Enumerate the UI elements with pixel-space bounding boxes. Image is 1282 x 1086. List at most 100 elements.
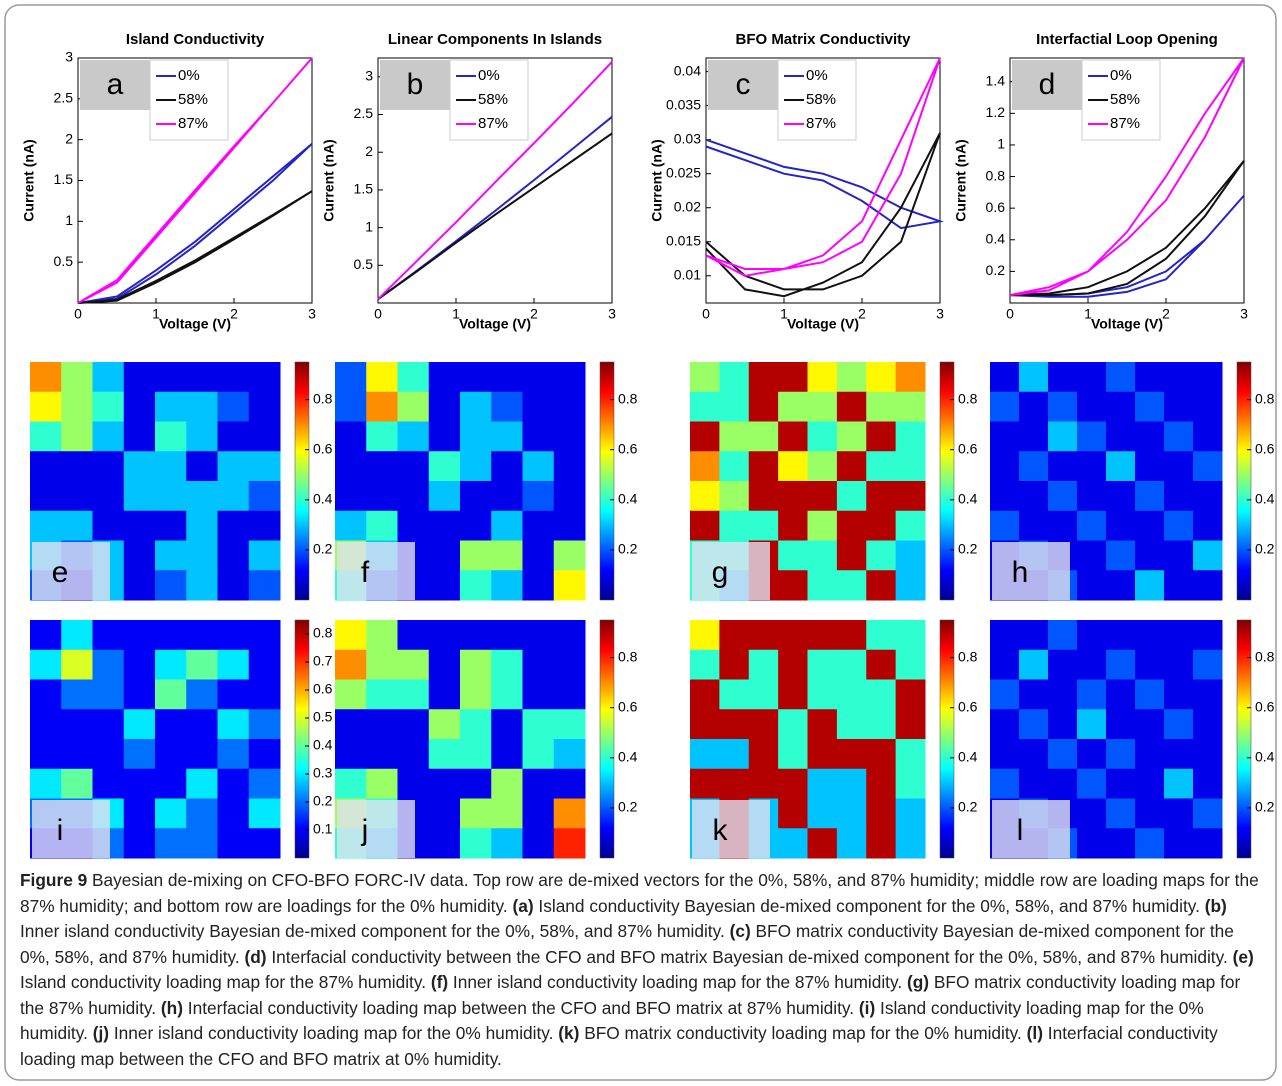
heat-cell (866, 768, 897, 799)
heat-cell (1048, 768, 1078, 799)
chart-title: Interfactial Loop Opening (1036, 31, 1218, 48)
heat-cell (1048, 649, 1078, 680)
heat-cell (1193, 510, 1223, 541)
heat-cell (92, 709, 125, 740)
heat-cell (217, 362, 250, 393)
colorbar-tick-label: 0.1 (313, 821, 333, 837)
heat-cell (522, 679, 555, 710)
heat-cell (836, 540, 867, 571)
heat-cell (748, 679, 779, 710)
y-tick-label: 0.035 (666, 96, 701, 112)
heat-cell (460, 362, 492, 393)
heat-cell (155, 570, 187, 601)
heat-cell (186, 421, 218, 452)
heat-cell (155, 679, 187, 710)
heat-cell (92, 510, 125, 541)
heat-cell (1193, 620, 1223, 651)
heat-cell (1019, 481, 1049, 512)
heat-cell (1077, 679, 1107, 710)
colorbar-tick-label: 0.6 (958, 698, 978, 714)
y-tick-label: 0.4 (986, 230, 1006, 246)
heat-cell (30, 739, 62, 770)
heat-cell (836, 570, 867, 601)
heat-cell (1135, 362, 1165, 393)
heat-cell (1106, 828, 1136, 859)
heat-cell (217, 768, 250, 799)
panel-label: b (407, 68, 424, 101)
heat-cell (460, 540, 492, 571)
heat-cell (397, 768, 430, 799)
heat-cell (335, 421, 367, 452)
heat-cell (366, 649, 398, 680)
heat-cell (491, 451, 523, 482)
heat-cell (778, 768, 809, 799)
heat-cell (807, 620, 838, 651)
heat-cell (1077, 570, 1107, 601)
heat-cell (522, 570, 555, 601)
heat-cell (748, 421, 779, 452)
heat-cell (866, 570, 897, 601)
heat-cell (895, 391, 926, 422)
heat-cell (866, 679, 897, 710)
colorbar (1236, 619, 1252, 859)
heat-cell (1164, 709, 1194, 740)
heat-cell (895, 649, 926, 680)
heat-cell (217, 421, 250, 452)
heat-cell (186, 620, 218, 651)
heat-cell (1048, 510, 1078, 541)
caption-tag: (h) (160, 997, 183, 1018)
heat-cell (1077, 649, 1107, 680)
heat-cell (397, 620, 430, 651)
y-tick-label: 1.4 (986, 72, 1006, 88)
heat-cell (428, 510, 461, 541)
heat-cell (836, 391, 867, 422)
chart-title: Linear Components In Islands (388, 31, 602, 48)
heat-cell (1106, 481, 1136, 512)
heat-cell (1164, 620, 1194, 651)
heat-cell (719, 510, 750, 541)
heat-cell (807, 768, 838, 799)
colorbar-tick-label: 0.8 (618, 648, 638, 664)
colorbar-tick-label: 0.8 (313, 390, 333, 406)
caption-tag: Figure 9 (20, 870, 88, 890)
heat-cell (690, 510, 720, 541)
caption-tag: (d) (244, 946, 267, 967)
heat-cell (460, 421, 492, 452)
heat-cell (990, 709, 1020, 740)
heat-cell (1077, 709, 1107, 740)
heat-cell (61, 739, 93, 770)
heat-cell (92, 620, 125, 651)
heat-cell (1135, 481, 1165, 512)
heat-cell (335, 620, 367, 651)
heat-cell (990, 768, 1020, 799)
heat-cell (1106, 709, 1136, 740)
y-tick-label: 0.6 (986, 199, 1006, 215)
heat-cell (1019, 679, 1049, 710)
figure: Island Conductivity 0 1 2 3 0.5 1 1.5 2 2.5 3 Volta… (21, 31, 1275, 859)
heat-cell (366, 709, 398, 740)
x-tick-label: 3 (936, 306, 944, 322)
heat-cell (30, 709, 62, 740)
heat-cell (1048, 391, 1078, 422)
heat-cell (123, 679, 156, 710)
heat-cell (748, 649, 779, 680)
heat-cell (836, 709, 867, 740)
heat-cell (553, 510, 586, 541)
heat-cell (428, 709, 461, 740)
caption-tag: (l) (1026, 1023, 1043, 1043)
heat-cell (186, 798, 218, 829)
heat-cell (30, 481, 62, 512)
legend-label: 0% (178, 67, 200, 84)
heat-cell (553, 391, 586, 422)
heat-cell (1048, 362, 1078, 393)
colorbar-tick-label: 0.4 (618, 748, 638, 764)
heat-cell (217, 510, 250, 541)
heat-cell (186, 649, 218, 680)
heat-cell (248, 421, 281, 452)
heat-cell (778, 451, 809, 482)
heat-cell (866, 451, 897, 482)
colorbar (599, 361, 615, 601)
legend-label: 87% (178, 115, 208, 132)
heat-cell (990, 451, 1020, 482)
heat-cell (155, 481, 187, 512)
